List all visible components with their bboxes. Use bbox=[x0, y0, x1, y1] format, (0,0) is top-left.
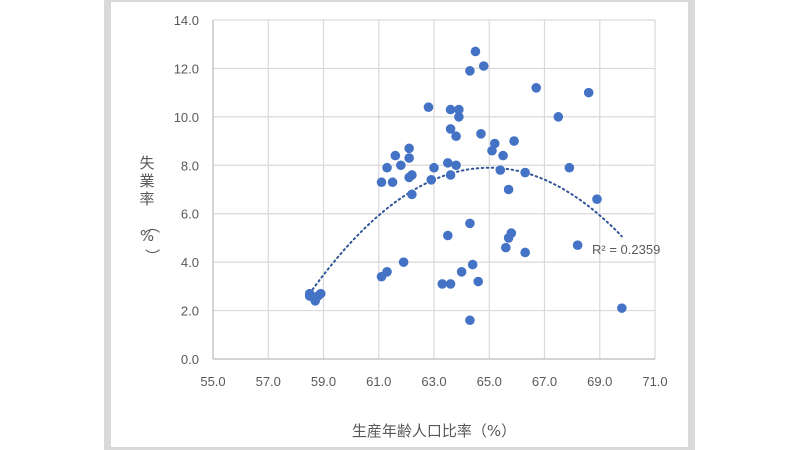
x-tick-label: 65.0 bbox=[477, 374, 502, 389]
scatter-point bbox=[495, 165, 506, 175]
scatter-point bbox=[382, 267, 392, 277]
y-tick-label: 12.0 bbox=[174, 61, 199, 76]
y-axis-title-char: ） bbox=[143, 248, 161, 263]
scatter-point bbox=[382, 162, 392, 173]
x-tick-label: 61.0 bbox=[366, 374, 391, 389]
x-tick-label: 71.0 bbox=[642, 374, 667, 389]
scatter-point bbox=[509, 136, 519, 146]
data-points bbox=[304, 46, 627, 326]
scatter-point bbox=[467, 259, 478, 270]
scatter-point bbox=[476, 129, 486, 139]
y-axis-title-char: 失 bbox=[139, 154, 154, 172]
scatter-point bbox=[445, 124, 456, 134]
scatter-point bbox=[376, 177, 387, 188]
scatter-point bbox=[465, 315, 475, 326]
scatter-point bbox=[404, 172, 414, 183]
scatter-point bbox=[572, 240, 583, 250]
r-squared-label: R² = 0.2359 bbox=[592, 242, 660, 257]
scatter-point bbox=[404, 143, 414, 154]
y-tick-label: 4.0 bbox=[181, 255, 199, 270]
scatter-point bbox=[398, 257, 409, 267]
y-tick-label: 14.0 bbox=[174, 13, 199, 28]
scatter-point bbox=[473, 276, 484, 287]
scatter-point bbox=[617, 303, 627, 313]
scatter-point bbox=[470, 46, 481, 57]
x-tick-label: 59.0 bbox=[311, 374, 336, 389]
y-axis-title-char: 率 bbox=[139, 190, 154, 208]
scatter-point bbox=[564, 162, 575, 173]
scatter-point bbox=[445, 170, 456, 180]
scatter-point bbox=[387, 177, 398, 188]
scatter-point bbox=[404, 153, 414, 163]
x-axis-title: 生産年齢人口比率（%） bbox=[352, 422, 516, 440]
y-tick-label: 10.0 bbox=[174, 110, 199, 125]
y-axis-title-char: （ bbox=[143, 218, 161, 233]
scatter-point bbox=[487, 145, 497, 156]
scatter-point bbox=[501, 242, 511, 253]
x-tick-label: 67.0 bbox=[532, 374, 557, 389]
scatter-point bbox=[443, 158, 453, 168]
x-tick-label: 69.0 bbox=[587, 374, 612, 389]
scatter-point bbox=[396, 160, 406, 171]
y-tick-label: 2.0 bbox=[181, 304, 199, 319]
scatter-point bbox=[520, 167, 530, 178]
scatter-point bbox=[454, 104, 464, 115]
y-tick-label: 8.0 bbox=[181, 158, 199, 173]
y-tick-label: 6.0 bbox=[181, 207, 199, 222]
x-axis-ticks: 55.0 57.0 59.0 61.0 63.0 65.0 67.0 69.0 71.0 bbox=[200, 374, 667, 389]
y-axis-title-char: 業 bbox=[139, 172, 154, 190]
scatter-point bbox=[478, 61, 489, 71]
scatter-point bbox=[429, 162, 439, 173]
scatter-point bbox=[503, 184, 514, 195]
scatter-point bbox=[437, 279, 448, 289]
scatter-point bbox=[315, 288, 326, 299]
scatter-point bbox=[451, 131, 461, 142]
chart-frame bbox=[104, 0, 695, 450]
scatter-point bbox=[489, 138, 500, 149]
scatter-point bbox=[465, 66, 475, 76]
scatter-point bbox=[443, 230, 453, 241]
scatter-point bbox=[583, 87, 594, 98]
chart-area bbox=[111, 2, 688, 447]
scatter-point bbox=[592, 194, 602, 204]
y-axis-title-char: % bbox=[140, 227, 154, 245]
scatter-point bbox=[531, 83, 542, 93]
scatter-point bbox=[407, 189, 417, 200]
scatter-point bbox=[426, 175, 437, 185]
scatter-point bbox=[456, 267, 467, 277]
scatter-point bbox=[445, 279, 456, 289]
scatter-point bbox=[465, 218, 475, 229]
scatter-point bbox=[498, 150, 508, 161]
polynomial-trendline bbox=[308, 166, 623, 295]
scatter-point bbox=[454, 112, 464, 122]
y-tick-label: 0.0 bbox=[181, 352, 199, 367]
scatter-point bbox=[553, 112, 564, 122]
x-tick-label: 57.0 bbox=[256, 374, 281, 389]
scatter-point bbox=[503, 233, 514, 243]
gridlines bbox=[212, 19, 656, 360]
scatter-point bbox=[520, 247, 530, 258]
x-tick-label: 55.0 bbox=[200, 374, 225, 389]
x-tick-label: 63.0 bbox=[421, 374, 446, 389]
scatter-point bbox=[451, 160, 461, 171]
scatter-point bbox=[390, 150, 401, 161]
scatter-point bbox=[423, 102, 434, 112]
y-axis-ticks: 0.0 2.0 4.0 6.0 8.0 10.0 12.0 14.0 bbox=[174, 13, 199, 367]
scatter-point bbox=[445, 104, 456, 115]
